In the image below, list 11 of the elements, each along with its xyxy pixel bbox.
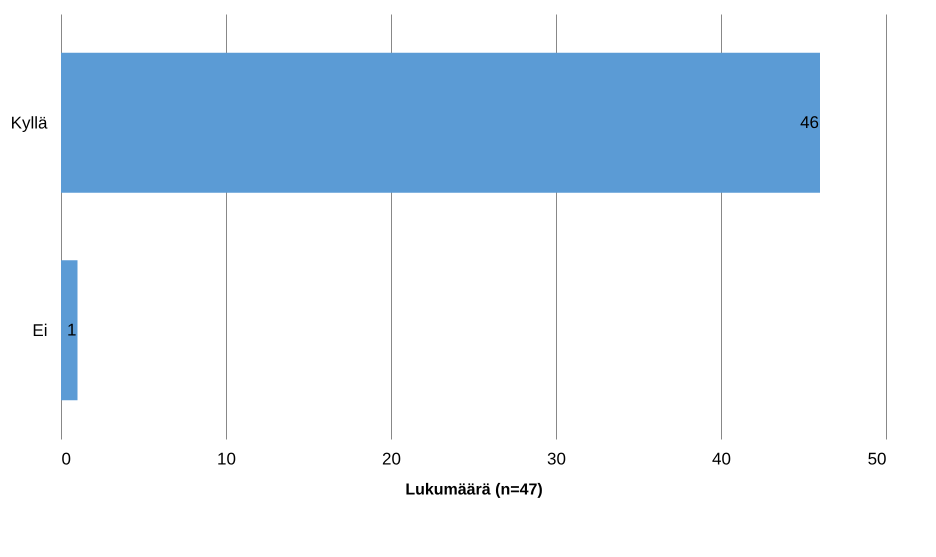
x-tick-label: 50: [868, 450, 886, 468]
x-tick-label: 40: [712, 450, 731, 468]
x-axis-title: Lukumäärä (n=47): [405, 482, 543, 498]
data-label: 46: [800, 112, 819, 132]
y-tick-label: Ei: [32, 320, 48, 340]
y-tick-label: Kyllä: [10, 113, 48, 132]
x-tick-label: 30: [547, 450, 566, 468]
x-tick-label: 10: [217, 450, 236, 468]
data-label: 1: [67, 320, 76, 340]
x-tick-label: 0: [62, 450, 71, 468]
x-tick-label: 20: [382, 450, 401, 468]
